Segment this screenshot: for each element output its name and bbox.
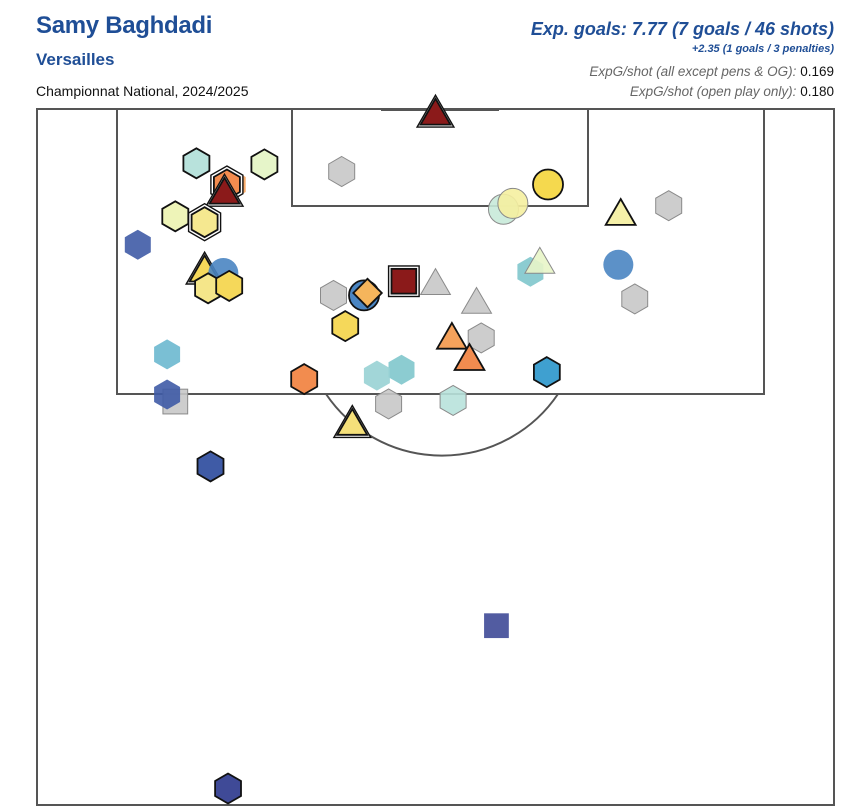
shot-marker-33-hexagon: [154, 339, 181, 370]
shot-fill: [390, 267, 418, 295]
shot-marker-35-hexagon: [388, 354, 415, 385]
shot-fill: [196, 450, 225, 483]
shot-fill: [182, 147, 211, 180]
shot-marker-28-triangle: [460, 286, 493, 314]
shot-fill: [290, 363, 319, 396]
xg-per-shot-open-value: 0.180: [800, 84, 834, 99]
shot-fill: [331, 310, 360, 343]
shot-marker-44-hexagon: [196, 450, 225, 483]
xg-per-shot-open-label: ExpG/shot (open play only):: [629, 84, 797, 99]
shot-fill: [335, 407, 369, 436]
xg-summary: Exp. goals: 7.77 (7 goals / 46 shots): [530, 19, 834, 39]
shot-marker-42-hexagon: [439, 384, 467, 416]
shot-marker-12-hexagon: [655, 190, 683, 222]
shot-marker-13-hexagon: [161, 200, 190, 233]
shot-marker-43-triangle: [332, 404, 372, 439]
shot-marker-11-triangle: [604, 197, 638, 226]
shot-fill: [453, 342, 486, 371]
competition-season: Championnat National, 2024/2025: [36, 83, 249, 99]
shot-fill: [603, 249, 634, 280]
xg-per-shot-label: ExpG/shot (all except pens & OG):: [589, 64, 797, 79]
shot-fill: [161, 200, 190, 233]
shot-marker-4-hexagon: [182, 147, 211, 180]
team-name: Versailles: [36, 50, 115, 69]
shot-fill: [524, 246, 556, 274]
shot-marker-45-square: [484, 613, 509, 639]
xg-per-shot-row: ExpG/shot (all except pens & OG): 0.169: [589, 64, 834, 79]
shot-marker-37-hexagon: [290, 363, 319, 396]
shot-marker-29-hexagon: [621, 283, 649, 315]
shot-fill: [375, 388, 403, 420]
shot-fill: [419, 96, 452, 126]
shot-fill: [439, 384, 467, 416]
pitch-outline: [36, 108, 835, 806]
shot-marker-30-hexagon: [331, 310, 360, 343]
shot-fill: [484, 613, 509, 639]
shot-fill: [208, 176, 242, 205]
shot-fill: [124, 229, 151, 260]
shot-marker-3-hexagon: [328, 155, 356, 188]
shot-fill: [604, 197, 638, 226]
shot-fill: [154, 339, 181, 370]
shot-fill: [655, 190, 683, 222]
shot-marker-38-hexagon: [533, 356, 561, 389]
shot-marker-10-circle: [497, 187, 529, 219]
shot-fill: [328, 155, 356, 188]
shot-fill: [352, 277, 384, 309]
shot-marker-1-triangle: [415, 93, 456, 128]
shots-layer: [124, 93, 683, 805]
xg-per-shot-value: 0.169: [800, 64, 834, 79]
shot-marker-15-hexagon: [124, 229, 151, 260]
shot-fill: [460, 286, 493, 314]
pitch-lines: [36, 108, 835, 806]
shot-marker-34-triangle: [453, 342, 486, 371]
shot-fill: [497, 187, 529, 219]
shot-marker-41-hexagon: [375, 388, 403, 420]
shot-fill: [419, 267, 452, 295]
shot-fill: [467, 322, 495, 354]
shot-fill: [621, 283, 649, 315]
shot-fill: [214, 772, 242, 805]
shot-marker-46-hexagon: [214, 772, 242, 805]
shot-marker-19-triangle: [524, 246, 556, 274]
shot-fill: [154, 379, 181, 410]
shot-marker-20-circle: [603, 249, 634, 280]
shot-fill: [190, 206, 219, 239]
shot-marker-14-hexagon: [187, 202, 222, 242]
penalty-area: [116, 108, 765, 395]
xg-per-shot-open-row: ExpG/shot (open play only): 0.180: [630, 84, 834, 99]
player-name: Samy Baghdadi: [36, 12, 213, 39]
shot-fill: [363, 360, 390, 391]
shot-fill: [250, 148, 279, 181]
shot-marker-2-hexagon: [250, 148, 279, 181]
shot-marker-31-hexagon: [467, 322, 495, 354]
shot-marker-24-diamond: [352, 277, 384, 309]
shot-fill: [388, 354, 415, 385]
shot-marker-26-triangle: [419, 267, 452, 295]
shot-marker-8-circle: [532, 168, 564, 201]
shot-marker-25-square: [387, 265, 420, 298]
shot-marker-7-triangle: [204, 172, 245, 207]
shot-fill: [435, 321, 469, 350]
shot-marker-40-hexagon: [154, 379, 181, 410]
shot-marker-36-hexagon: [363, 360, 390, 391]
shot-marker-32-triangle: [435, 321, 469, 350]
penalties-summary: +2.35 (1 goals / 3 penalties): [691, 43, 834, 55]
shot-marker-22-hexagon: [215, 269, 244, 302]
shot-fill: [532, 168, 564, 201]
shot-fill: [215, 269, 244, 302]
shot-fill: [320, 279, 347, 311]
shot-marker-27-hexagon: [320, 279, 347, 311]
shot-fill: [533, 356, 561, 389]
